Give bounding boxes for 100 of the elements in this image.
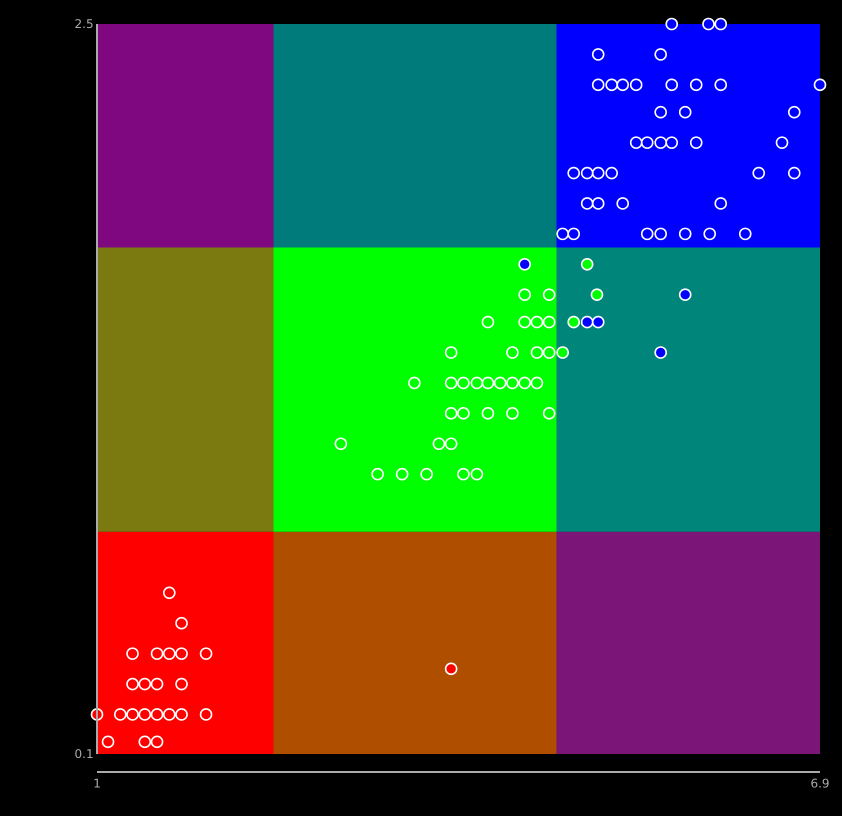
point (592, 316, 604, 328)
point (482, 407, 494, 420)
point (150, 736, 164, 748)
point (630, 78, 642, 92)
point (126, 678, 139, 690)
point (567, 166, 580, 180)
point (665, 78, 678, 92)
point (444, 346, 458, 359)
point (396, 468, 408, 480)
point (457, 407, 470, 420)
point (530, 376, 544, 390)
point (714, 18, 728, 30)
point (138, 736, 152, 748)
point (580, 197, 594, 210)
point (690, 136, 703, 149)
point (738, 228, 752, 240)
point (630, 136, 642, 149)
point (592, 78, 604, 92)
point (444, 407, 458, 420)
point (163, 647, 176, 660)
y-tick-label: 2.5 (74, 17, 94, 32)
point (567, 228, 580, 240)
point (102, 736, 114, 748)
point (175, 647, 188, 660)
point (580, 316, 594, 328)
point (138, 708, 152, 721)
point (175, 616, 188, 630)
point (567, 316, 580, 328)
point (616, 78, 630, 92)
point (506, 346, 519, 359)
point (788, 166, 801, 180)
point (542, 288, 556, 302)
point (408, 376, 421, 390)
point (542, 407, 556, 420)
point (334, 437, 348, 450)
point (518, 316, 531, 328)
point (542, 316, 556, 328)
point (654, 48, 667, 61)
point (654, 136, 667, 149)
point (592, 197, 604, 210)
point (175, 678, 188, 690)
point (432, 437, 446, 450)
point (542, 346, 556, 359)
point (530, 346, 544, 359)
point (665, 18, 678, 30)
point (640, 136, 654, 149)
point (126, 708, 139, 721)
point (470, 468, 484, 480)
x-tick-label: 1 (93, 776, 101, 790)
point (678, 228, 692, 240)
point (518, 288, 531, 302)
point (482, 376, 494, 390)
point (470, 376, 484, 390)
point (814, 78, 826, 92)
point (678, 106, 692, 119)
point (530, 316, 544, 328)
point (592, 48, 604, 61)
point (776, 136, 788, 149)
point (788, 106, 801, 119)
point (175, 708, 188, 721)
point (138, 678, 152, 690)
point (506, 407, 519, 420)
point (420, 468, 433, 480)
point (518, 258, 531, 271)
point (200, 708, 212, 721)
point (580, 258, 594, 271)
point (556, 346, 569, 359)
point (592, 166, 604, 180)
point (494, 376, 506, 390)
point (163, 708, 176, 721)
point (752, 166, 766, 180)
point (444, 662, 458, 676)
point (150, 708, 164, 721)
point (605, 166, 618, 180)
point (702, 18, 715, 30)
point (126, 647, 139, 660)
point (640, 228, 654, 240)
point (654, 228, 667, 240)
point (457, 376, 470, 390)
point (678, 288, 692, 302)
point (114, 708, 127, 721)
point (605, 78, 618, 92)
point (482, 316, 494, 328)
point (590, 288, 604, 302)
point (690, 78, 703, 92)
point (457, 468, 470, 480)
point (518, 376, 531, 390)
point (580, 166, 594, 180)
point (654, 346, 667, 359)
point (616, 197, 630, 210)
point (200, 647, 212, 660)
point (444, 437, 458, 450)
point (665, 136, 678, 149)
point (150, 678, 164, 690)
x-tick-label: 6.9 (810, 776, 830, 790)
point (714, 197, 728, 210)
point (150, 647, 164, 660)
point (703, 228, 716, 240)
y-tick-label: 0.1 (74, 747, 94, 762)
point (444, 376, 458, 390)
